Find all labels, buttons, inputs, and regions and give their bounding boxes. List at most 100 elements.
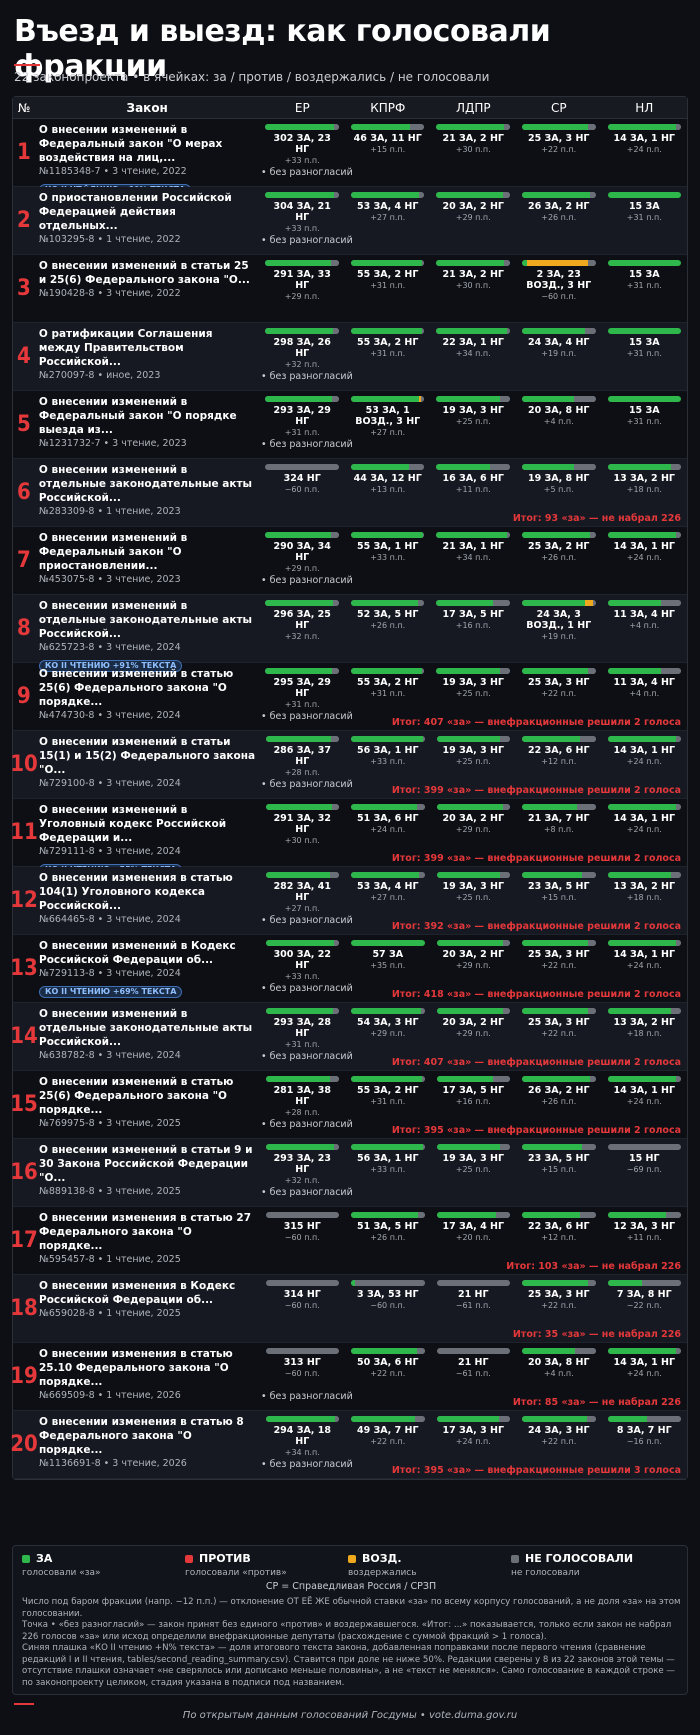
- vote-bar: [265, 464, 339, 470]
- vote-bar: [521, 396, 596, 402]
- deviation-value: +5 п.п.: [543, 485, 574, 494]
- vote-bar-segment-ng: [671, 872, 681, 878]
- vote-bar-segment-ng: [579, 1212, 596, 1218]
- vote-bar-segment-za: [522, 1144, 583, 1150]
- vote-bar-segment-ng: [506, 328, 510, 334]
- law-meta: №889138-8 • 3 чтение, 2025: [39, 1186, 181, 1197]
- vote-bar-segment-za: [265, 124, 334, 130]
- faction-cell-er: 281 ЗА, 38 НГ +28 п.п.: [260, 1071, 346, 1138]
- faction-cell-er: 315 НГ −60 п.п.: [260, 1207, 346, 1274]
- deviation-value: +22 п.п.: [541, 145, 577, 154]
- vote-bar-segment-ng: [421, 260, 425, 266]
- header-faction-ldpr: ЛДПР: [455, 100, 491, 115]
- vote-bar-segment-ng: [420, 396, 425, 402]
- table-row: 8 О внесении изменений в отдельные законо…: [13, 595, 687, 672]
- vote-counts: 55 ЗА, 2 НГ: [356, 269, 419, 280]
- vote-counts: 51 ЗА, 5 НГ: [357, 1221, 419, 1232]
- vote-bar-segment-ng: [421, 328, 425, 334]
- vote-bar-segment-za: [607, 1212, 667, 1218]
- vote-counts: 281 ЗА, 38 НГ: [273, 1085, 331, 1107]
- deviation-value: +30 п.п.: [455, 145, 491, 154]
- row-number: 4: [17, 344, 31, 369]
- deviation-value: +31 п.п.: [626, 213, 662, 222]
- vote-counts: 14 ЗА, 1 НГ: [613, 949, 675, 960]
- deviation-value: +25 п.п.: [455, 1165, 491, 1174]
- faction-cell-ldpr: 17 ЗА, 4 НГ +20 п.п.: [431, 1207, 517, 1274]
- result-note: Итог: 392 «за» — внефракционные решили 2…: [391, 921, 681, 932]
- vote-bar-segment-vozd: [527, 260, 588, 266]
- page-title: Въезд и выезд: как голосовали фракции: [14, 14, 551, 84]
- faction-cell-sr: 24 ЗА, 3 НГ +22 п.п.: [516, 1411, 602, 1478]
- law-cell: О внесении изменений в статью 25(6) Феде…: [35, 663, 260, 730]
- law-title: О внесении изменений в Федеральный закон…: [38, 532, 188, 572]
- faction-cell-kprf: 56 ЗА, 1 НГ +33 п.п.: [345, 731, 431, 798]
- vote-counts: 315 НГ: [283, 1221, 321, 1232]
- law-meta: №1136691-8 • 3 чтение, 2026: [39, 1458, 187, 1469]
- legend-item-protiv: ПРОТИВ: [185, 1552, 251, 1565]
- vote-bar: [522, 1144, 596, 1150]
- deviation-value: +24 п.п.: [626, 825, 662, 834]
- vote-counts: 21 ЗА, 7 НГ: [528, 813, 590, 824]
- vote-bar: [522, 1212, 596, 1218]
- vote-bar-segment-ng: [641, 1280, 681, 1286]
- vote-counts: 293 ЗА, 23 НГ: [273, 1153, 331, 1175]
- vote-counts: 304 ЗА, 21 НГ: [273, 201, 331, 223]
- vote-bar-segment-ng: [421, 1076, 425, 1082]
- vote-bar-segment-ng: [646, 1416, 681, 1422]
- vote-counts: 55 ЗА, 1 НГ: [356, 541, 419, 552]
- footer-source: По открытым данным голосований Госдумы •…: [182, 1710, 518, 1721]
- law-meta: №1231732-7 • 3 чтение, 2023: [38, 438, 187, 449]
- deviation-value: +24 п.п.: [626, 1369, 662, 1378]
- faction-cell-nl: 8 ЗА, 7 НГ −16 п.п.: [602, 1411, 688, 1478]
- vote-bar-segment-ng: [676, 940, 681, 946]
- faction-cell-er: 298 ЗА, 26 НГ +32 п.п.: [259, 323, 345, 390]
- vote-bar-segment-za: [350, 464, 409, 470]
- vote-bar-segment-za: [522, 1076, 591, 1082]
- vote-counts: 49 ЗА, 7 НГ: [357, 1425, 419, 1436]
- legend-label-za: ЗА: [36, 1552, 53, 1565]
- vote-bar-segment-za: [265, 1008, 333, 1014]
- law-meta: №729111-8 • 3 чтение, 2024: [39, 846, 181, 857]
- vote-bar: [607, 600, 682, 606]
- vote-bar-segment-za: [607, 124, 677, 130]
- faction-cell-sr: 19 ЗА, 8 НГ +5 п.п.: [516, 459, 602, 526]
- vote-counts: 20 ЗА, 2 НГ: [442, 1017, 504, 1028]
- vote-bar-segment-ng: [607, 1144, 682, 1150]
- law-cell: О внесении изменений в Федеральный закон…: [35, 527, 260, 594]
- faction-cell-nl: 15 НГ −69 п.п.: [602, 1139, 688, 1206]
- vote-counts: 21 НГ: [457, 1289, 489, 1300]
- vote-bar: [265, 124, 339, 130]
- vote-counts: 17 ЗА, 5 НГ: [442, 609, 504, 620]
- faction-cell-kprf: 3 ЗА, 53 НГ −60 п.п.: [345, 1275, 431, 1342]
- vote-counts: 296 ЗА, 25 НГ: [273, 609, 331, 631]
- vote-bar-segment-za: [521, 328, 585, 334]
- vote-bar: [351, 1008, 425, 1014]
- law-title: О ратификации Соглашения между Правитель…: [38, 328, 213, 368]
- faction-cell-sr: 25 ЗА, 3 НГ +22 п.п.: [516, 119, 602, 186]
- row-number: 20: [10, 1432, 38, 1457]
- vote-bar-segment-ng: [498, 1416, 510, 1422]
- deviation-value: +11 п.п.: [455, 485, 491, 494]
- vote-bar-segment-za: [265, 192, 335, 198]
- faction-cell-sr: 20 ЗА, 8 НГ +4 п.п.: [516, 391, 602, 458]
- deviation-value: +27 п.п.: [370, 213, 406, 222]
- vote-bar: [351, 1076, 425, 1082]
- vote-counts: 21 ЗА, 1 НГ: [442, 541, 504, 552]
- vote-bar-segment-ng: [330, 736, 339, 742]
- law-title: О внесении изменений в отдельные законод…: [39, 1008, 253, 1048]
- vote-bar-segment-ng: [421, 668, 425, 674]
- deviation-value: +31 п.п.: [284, 428, 320, 437]
- vote-bar-segment-za: [436, 872, 500, 878]
- result-note: Итог: 85 «за» — не набрал 226: [512, 1397, 681, 1408]
- vote-bar-segment-za: [607, 736, 677, 742]
- result-note: Итог: 418 «за» — внефракционные решили 2…: [391, 989, 681, 1000]
- result-note: Итог: 407 «за» — внефракционные решили 2…: [391, 717, 681, 728]
- legend-item-za: ЗА: [22, 1552, 52, 1565]
- vote-bar-segment-za: [607, 600, 662, 606]
- law-cell: О внесении изменений в отдельные законод…: [35, 1003, 260, 1070]
- faction-cell-sr: 24 ЗА, 4 НГ +19 п.п.: [516, 323, 602, 390]
- legend-notes: Число под баром фракции (напр. −12 п.п.)…: [22, 1597, 682, 1689]
- vote-counts: 21 ЗА, 2 НГ: [442, 269, 504, 280]
- vote-bar: [265, 1212, 340, 1218]
- deviation-value: +16 п.п.: [455, 1097, 491, 1106]
